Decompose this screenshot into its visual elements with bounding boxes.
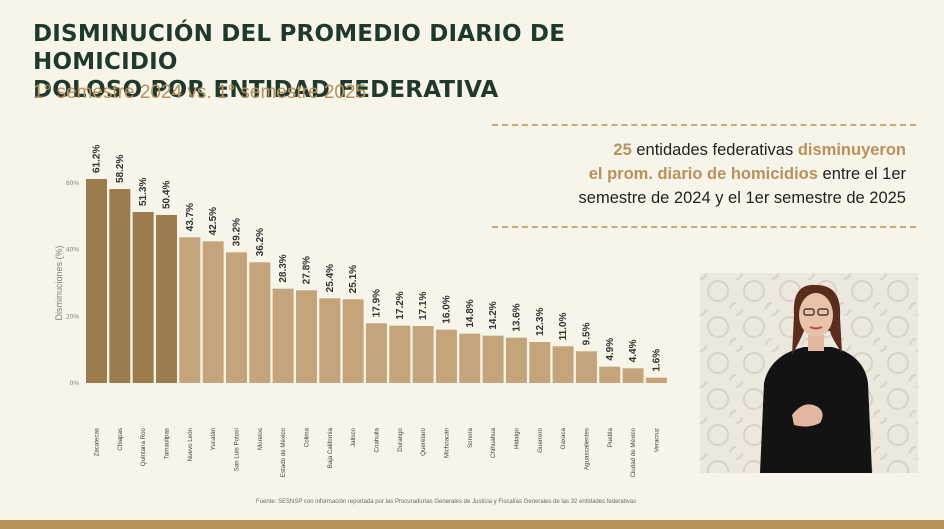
x-tick-label: Michoacán [443, 427, 450, 457]
data-label: 25.4% [325, 264, 336, 292]
x-tick-label: Estado de México [280, 427, 287, 477]
data-label: 17.9% [371, 289, 382, 317]
bar [389, 325, 411, 383]
callout-part-1: entidades federativas [631, 141, 798, 159]
y-tick-label: 40% [66, 247, 79, 254]
data-label: 61.2% [92, 145, 103, 173]
bar [599, 366, 621, 383]
x-tick-label: Nuevo León [187, 427, 194, 461]
data-label: 58.2% [115, 155, 126, 183]
x-tick-label: Chihuahua [490, 427, 497, 457]
bar [109, 189, 131, 383]
data-label: 4.9% [605, 338, 616, 361]
x-tick-label: Quintana Roo [140, 427, 147, 466]
bar [575, 351, 597, 383]
x-tick-label: Aguascalientes [583, 428, 590, 470]
bar [529, 342, 551, 383]
x-tick-label: Baja California [327, 427, 334, 468]
data-label: 14.8% [465, 299, 476, 327]
data-label: 4.4% [628, 339, 639, 362]
source-note: Fuente: SESNSP con información reportada… [256, 499, 637, 505]
bar [272, 288, 294, 383]
bar [622, 368, 644, 383]
bar [435, 329, 457, 383]
data-label: 9.5% [581, 322, 592, 345]
x-tick-label: Yucatán [210, 427, 217, 450]
bar [412, 326, 434, 383]
data-label: 39.2% [231, 218, 242, 246]
x-tick-label: Veracruz [653, 428, 660, 452]
y-tick-label: 60% [66, 180, 79, 187]
data-label: 43.7% [185, 203, 196, 231]
bar [155, 215, 177, 383]
x-tick-label: Zacatecas [94, 428, 101, 457]
sign-language-interpreter-video [700, 273, 918, 473]
chart-title: DISMINUCIÓN DEL PROMEDIO DIARIO DE HOMIC… [33, 20, 693, 104]
x-tick-label: Coahuila [373, 427, 380, 452]
y-tick-label: 0% [70, 380, 80, 387]
data-label: 42.5% [208, 207, 219, 235]
data-label: 16.0% [441, 295, 452, 323]
data-label: 12.3% [535, 308, 546, 336]
x-tick-label: Hidalgo [513, 427, 520, 449]
data-label: 17.1% [418, 292, 429, 320]
x-tick-label: Jalisco [350, 427, 357, 446]
callout-part-2: entre el 1er [817, 165, 906, 183]
bar [225, 252, 247, 383]
x-tick-label: Oaxaca [560, 427, 567, 449]
bottom-accent-bar [0, 520, 944, 529]
bar [319, 298, 341, 383]
data-label: 17.2% [395, 291, 406, 319]
data-label: 13.6% [511, 303, 522, 331]
x-tick-label: Chiapas [117, 428, 124, 451]
x-tick-label: Colima [303, 427, 310, 447]
y-axis-label: Disminuciones (%) [54, 245, 64, 320]
bar [645, 377, 667, 383]
bar [202, 241, 224, 383]
data-label: 36.2% [255, 228, 266, 256]
x-tick-label: Querétaro [420, 427, 427, 455]
x-tick-label: Tamaulipas [163, 428, 170, 459]
bar [295, 290, 317, 383]
data-label: 50.4% [161, 181, 172, 209]
interpreter-figure [700, 273, 918, 473]
callout-count: 25 [613, 141, 632, 159]
bar [249, 262, 271, 383]
data-label: 27.8% [301, 256, 312, 284]
data-label: 11.0% [558, 312, 569, 340]
bar [342, 299, 364, 383]
x-tick-label: Durango [397, 427, 404, 451]
bar [505, 337, 527, 383]
bar [482, 335, 504, 383]
bar [552, 346, 574, 383]
callout-highlight-1: disminuyeron [797, 141, 906, 159]
callout-highlight-2: el prom. diario de homicidios [588, 165, 818, 183]
x-tick-label: San Luis Potosí [233, 428, 240, 472]
bar [365, 323, 387, 383]
callout-text: 25 entidades federativas disminuyeron el… [492, 138, 906, 210]
x-tick-label: Puebla [607, 427, 614, 447]
title-line-1: DISMINUCIÓN DEL PROMEDIO DIARIO DE HOMIC… [33, 21, 566, 75]
bar [86, 179, 107, 383]
x-tick-label: Ciudad de México [630, 427, 637, 477]
callout-bottom-divider [492, 226, 916, 228]
data-label: 1.6% [651, 349, 662, 372]
callout-top-divider [492, 124, 916, 126]
summary-callout: 25 entidades federativas disminuyeron el… [492, 124, 916, 228]
x-tick-label: Morelos [257, 428, 264, 450]
chart-subtitle: 1° semestre 2024 vs. 1° semestre 2025 [33, 82, 367, 103]
data-label: 14.2% [488, 301, 499, 329]
bar [459, 333, 481, 383]
y-tick-label: 20% [66, 313, 79, 320]
x-tick-label: Guerrero [537, 427, 544, 452]
bar [132, 212, 154, 383]
data-label: 28.3% [278, 254, 289, 282]
callout-line-3: semestre de 2024 y el 1er semestre de 20… [578, 189, 906, 207]
bar [179, 237, 201, 383]
data-label: 51.3% [138, 178, 149, 206]
data-label: 25.1% [348, 265, 359, 293]
x-tick-label: Sonora [467, 427, 474, 448]
title-line-2: DOLOSO POR ENTIDAD FEDERATIVA [33, 77, 499, 103]
